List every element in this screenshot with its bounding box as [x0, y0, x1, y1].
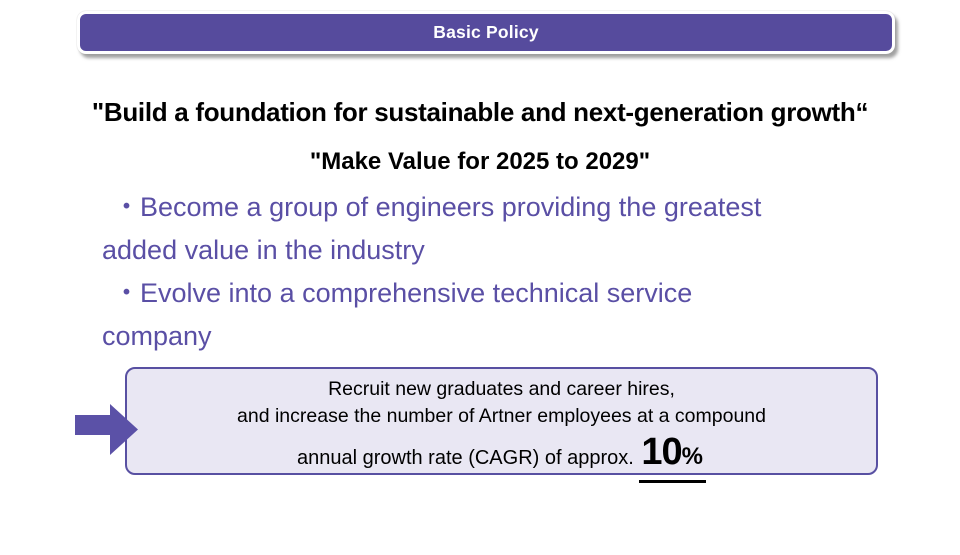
right-block-arrow-icon [75, 404, 138, 455]
recruitment-highlight-box: Recruit new graduates and career hires, … [125, 367, 878, 483]
goal-item-1-line-2: added value in the industry [102, 235, 425, 265]
highlight-line-3: annual growth rate (CAGR) of approx. 10% [297, 432, 706, 483]
goal-item-1-line-1: ・Become a group of engineers providing t… [113, 192, 762, 222]
cagr-value: 10 [641, 431, 682, 473]
cagr-unit: % [681, 443, 703, 470]
cagr-figure: 10% [639, 432, 706, 483]
vision-heading: "Build a foundation for sustainable and … [91, 97, 869, 127]
title-banner-label: Basic Policy [433, 22, 539, 42]
goal-item-2-line-1: ・Evolve into a comprehensive technical s… [113, 278, 693, 308]
highlight-line-2: and increase the number of Artner employ… [237, 405, 766, 427]
title-banner: Basic Policy [77, 11, 895, 54]
goals-list: ・Become a group of engineers providing t… [102, 186, 912, 358]
cagr-prefix-text: annual growth rate (CAGR) of approx. [296, 447, 640, 469]
goal-item-2-line-2: company [102, 321, 212, 351]
slogan-heading: "Make Value for 2025 to 2029" [309, 148, 651, 175]
highlight-line-1: Recruit new graduates and career hires, [328, 378, 675, 400]
